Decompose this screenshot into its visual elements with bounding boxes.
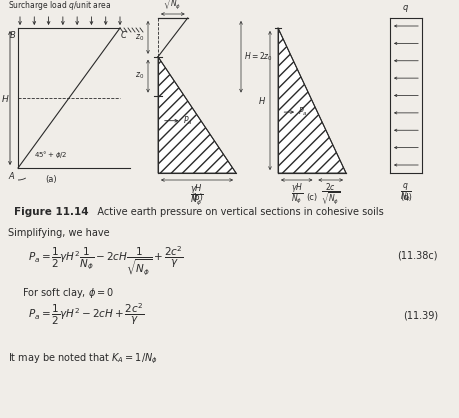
Text: For soft clay, $\phi = 0$: For soft clay, $\phi = 0$ (22, 286, 114, 300)
Text: $H$: $H$ (1, 92, 9, 104)
Text: $\dfrac{2c}{\sqrt{N_\phi}}$: $\dfrac{2c}{\sqrt{N_\phi}}$ (162, 0, 182, 12)
Text: (c): (c) (306, 193, 317, 202)
Text: $q$: $q$ (402, 3, 409, 14)
Text: $P_a = \dfrac{1}{2}\gamma H^2 - 2cH + \dfrac{2c^2}{\gamma}$: $P_a = \dfrac{1}{2}\gamma H^2 - 2cH + \d… (28, 302, 144, 327)
Text: (b): (b) (190, 193, 202, 202)
Text: (d): (d) (399, 193, 411, 202)
Text: $B$: $B$ (9, 29, 16, 40)
Text: $P_a$: $P_a$ (183, 115, 192, 127)
Text: $45° + \phi/2$: $45° + \phi/2$ (34, 148, 67, 160)
Polygon shape (277, 28, 345, 173)
Text: (11.38c): (11.38c) (397, 251, 437, 261)
Text: $H$: $H$ (257, 95, 265, 106)
Text: $z_0$: $z_0$ (134, 32, 144, 43)
Text: (a): (a) (45, 175, 57, 184)
Text: $\dfrac{2c}{\sqrt{N_\phi}}$: $\dfrac{2c}{\sqrt{N_\phi}}$ (320, 182, 340, 207)
Text: $\dfrac{\gamma H}{N_\phi}$: $\dfrac{\gamma H}{N_\phi}$ (190, 182, 203, 207)
Text: (11.39): (11.39) (402, 310, 437, 320)
Text: $\dfrac{q}{N_\phi}$: $\dfrac{q}{N_\phi}$ (399, 182, 411, 204)
Text: $A$: $A$ (8, 170, 16, 181)
Text: $H = 2z_0$: $H = 2z_0$ (243, 51, 273, 63)
Text: $z_0$: $z_0$ (134, 71, 144, 82)
Polygon shape (157, 57, 235, 173)
Text: It may be noted that $K_A = 1/N_\phi$: It may be noted that $K_A = 1/N_\phi$ (8, 352, 157, 367)
Text: $P_a$: $P_a$ (298, 106, 307, 118)
Text: $P_a = \dfrac{1}{2}\gamma H^2\dfrac{1}{N_\phi} - 2cH\dfrac{1}{\sqrt{N_\phi}} + \: $P_a = \dfrac{1}{2}\gamma H^2\dfrac{1}{N… (28, 245, 184, 278)
Text: Simplifying, we have: Simplifying, we have (8, 228, 109, 238)
Text: Active earth pressure on vertical sections in cohesive soils: Active earth pressure on vertical sectio… (88, 207, 383, 217)
Text: Surcharge load $q$/unit area: Surcharge load $q$/unit area (8, 0, 111, 12)
Text: $C$: $C$ (120, 29, 128, 40)
Text: Figure 11.14: Figure 11.14 (14, 207, 89, 217)
Text: $\dfrac{\gamma H}{N_\phi}$: $\dfrac{\gamma H}{N_\phi}$ (290, 182, 302, 206)
